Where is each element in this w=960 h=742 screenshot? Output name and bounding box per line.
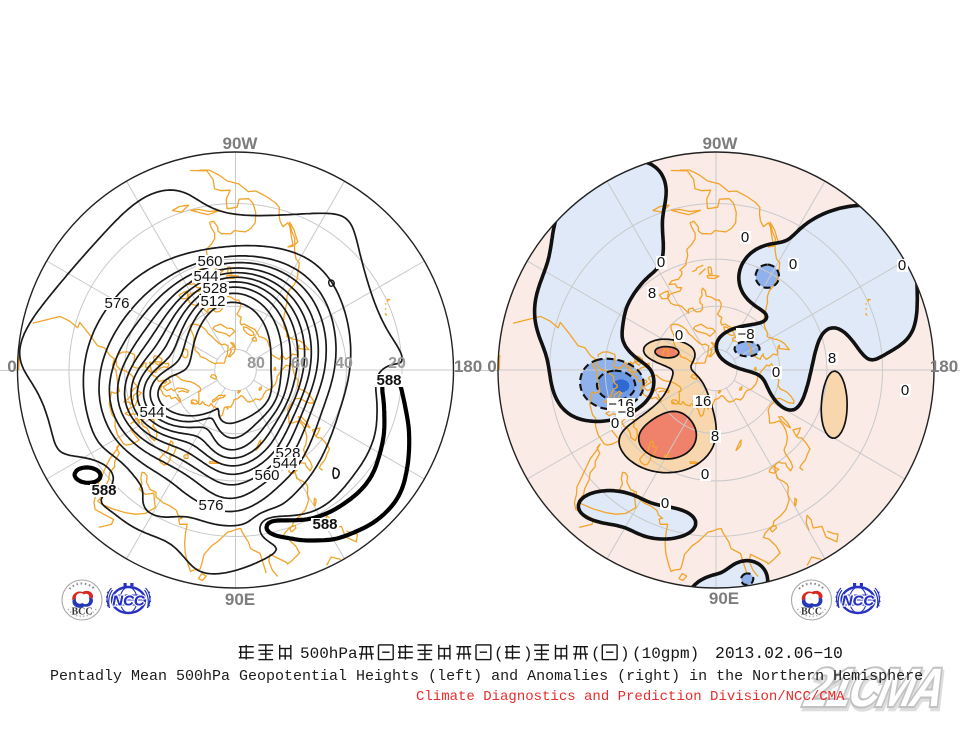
svg-text:BCC: BCC [71,607,92,618]
svg-text:(: ( [494,645,504,663]
svg-text:21CMA: 21CMA [801,660,951,721]
svg-text:60: 60 [291,355,309,372]
svg-text:0: 0 [789,256,797,273]
svg-text:576: 576 [198,497,223,514]
svg-text:): ) [620,645,630,663]
svg-text:588: 588 [312,516,337,533]
svg-text:21CMA: 21CMA [799,657,949,718]
svg-text:90E: 90E [709,589,739,608]
svg-text:544: 544 [193,268,218,285]
svg-text:16: 16 [695,393,712,410]
svg-text:Pentadly Mean 500hPa Geopotent: Pentadly Mean 500hPa Geopotential Height… [50,668,923,685]
svg-text:−8: −8 [737,326,754,343]
svg-text:180: 180 [930,357,958,376]
svg-text:−8: −8 [617,404,634,421]
svg-text:544: 544 [272,455,297,472]
svg-text:0: 0 [487,357,496,376]
svg-text:8: 8 [828,350,836,367]
svg-text:(10gpm): (10gpm) [632,645,699,663]
svg-text:0: 0 [661,495,669,512]
svg-text:BCC: BCC [801,607,822,618]
svg-text:0: 0 [741,229,749,246]
svg-text:588: 588 [91,482,116,499]
svg-text:NCC: NCC [112,593,146,610]
svg-text:560: 560 [197,253,222,270]
svg-text:0: 0 [675,327,683,344]
svg-text:8: 8 [648,285,656,302]
svg-text:512: 512 [200,293,225,310]
svg-text:180: 180 [454,357,482,376]
svg-text:90E: 90E [225,590,255,609]
svg-text:NCC: NCC [842,593,876,610]
svg-text:0: 0 [898,257,906,274]
svg-text:(: ( [591,645,601,663]
svg-text:Climate Diagnostics and Predic: Climate Diagnostics and Prediction Divis… [416,689,845,705]
svg-text:NCC: NCC [112,593,146,610]
svg-text:0: 0 [657,254,665,271]
svg-text:500hPa: 500hPa [300,645,358,663]
svg-text:0: 0 [701,466,709,483]
svg-text:2013.02.06−10: 2013.02.06−10 [715,644,843,663]
svg-text:0: 0 [901,382,909,399]
svg-text:90W: 90W [703,134,739,153]
svg-text:588: 588 [376,372,401,389]
svg-text:8: 8 [711,428,719,445]
svg-text:80: 80 [247,355,265,372]
svg-text:528: 528 [202,280,227,297]
svg-text:0: 0 [611,415,619,432]
svg-text:0: 0 [7,357,16,376]
svg-text:544: 544 [139,404,164,421]
svg-text:20: 20 [388,355,406,372]
svg-text:): ) [523,645,533,663]
svg-text:90W: 90W [223,134,259,153]
svg-text:40: 40 [335,355,353,372]
svg-text:0: 0 [772,364,780,381]
svg-text:560: 560 [254,467,279,484]
svg-text:576: 576 [104,295,129,312]
svg-text:NCC: NCC [842,593,876,610]
